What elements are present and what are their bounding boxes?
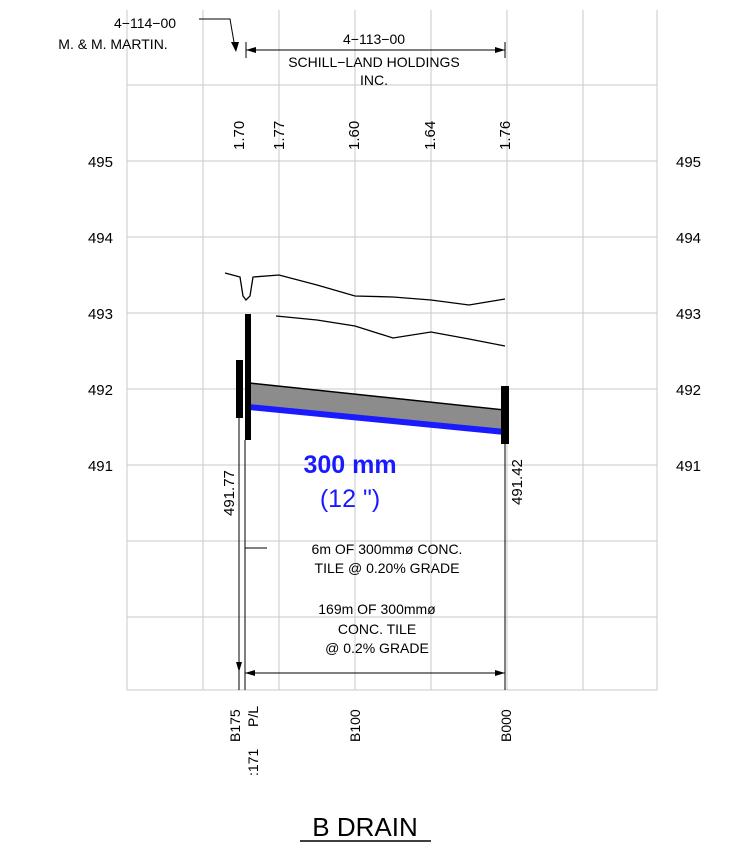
station-b100: B100 — [347, 709, 363, 742]
existing-ground-line — [224, 272, 506, 306]
note-long-line1: 169m OF 300mmø — [318, 601, 436, 617]
structure-b000 — [501, 386, 509, 444]
note-long-line3: @ 0.2% GRADE — [325, 640, 429, 656]
parcel-right: 4−113−00 SCHILL−LAND HOLDINGS INC. — [245, 31, 506, 88]
elevation-label-491: 491 — [88, 458, 113, 475]
pipe-size-imperial: (12 ") — [320, 485, 380, 513]
elevation-label-493-right: 493 — [676, 306, 701, 323]
station-labels: B175 P/L :171 B100 B000 — [227, 706, 514, 776]
elevation-axis-left: 495 494 493 492 491 — [88, 154, 113, 475]
ground-elevation-1: 1.70 — [231, 121, 248, 150]
note-long-run: 169m OF 300mmø CONC. TILE @ 0.2% GRADE — [236, 601, 505, 676]
elevation-label-495-right: 495 — [676, 154, 701, 171]
station-pl: P/L — [245, 706, 261, 727]
ground-elevation-4: 1.64 — [422, 121, 439, 150]
note-long-line2: CONC. TILE — [338, 621, 416, 637]
elevation-label-494: 494 — [88, 230, 113, 247]
ground-elevation-2: 1.77 — [271, 121, 288, 150]
drawing-title: B DRAIN — [312, 812, 417, 842]
invert-downstream: 491.42 — [509, 459, 526, 505]
ground-elevation-3: 1.60 — [346, 121, 363, 150]
parcel-right-number: 4−113−00 — [343, 31, 405, 47]
parcel-right-owner: SCHILL−LAND HOLDINGS — [288, 54, 460, 70]
parcel-left-number: 4−114−00 — [114, 15, 176, 31]
parcel-left: 4−114−00 M. & M. MARTIN. — [58, 15, 239, 52]
pipe-invert-line — [248, 404, 506, 435]
station-b000: B000 — [498, 709, 514, 742]
elevation-label-492-right: 492 — [676, 382, 701, 399]
elevation-label-492: 492 — [88, 382, 113, 399]
profile-grid — [126, 10, 658, 691]
station-b171: :171 — [245, 749, 261, 776]
elevation-axis-right: 495 494 493 492 491 — [676, 154, 701, 475]
note-short-line2: TILE @ 0.20% GRADE — [315, 560, 460, 576]
ditch-bottom-line — [275, 315, 506, 347]
note-short-line1: 6m OF 300mmø CONC. — [312, 541, 463, 557]
structure-pl — [245, 314, 251, 440]
structure-b175 — [236, 360, 243, 418]
elevation-label-494-right: 494 — [676, 230, 701, 247]
elevation-label-495: 495 — [88, 154, 113, 171]
parcel-right-owner-line2: INC. — [360, 72, 388, 88]
station-b175: B175 — [227, 709, 243, 742]
pipe-size-metric: 300 mm — [303, 451, 396, 479]
elevation-label-493: 493 — [88, 306, 113, 323]
note-short-run: 6m OF 300mmø CONC. TILE @ 0.20% GRADE — [245, 541, 462, 576]
elevation-label-491-right: 491 — [676, 458, 701, 475]
ground-elevations: 1.70 1.77 1.60 1.64 1.76 — [231, 121, 514, 150]
invert-upstream: 491.77 — [221, 470, 238, 516]
ground-elevation-5: 1.76 — [497, 121, 514, 150]
parcel-left-owner: M. & M. MARTIN. — [58, 36, 167, 52]
